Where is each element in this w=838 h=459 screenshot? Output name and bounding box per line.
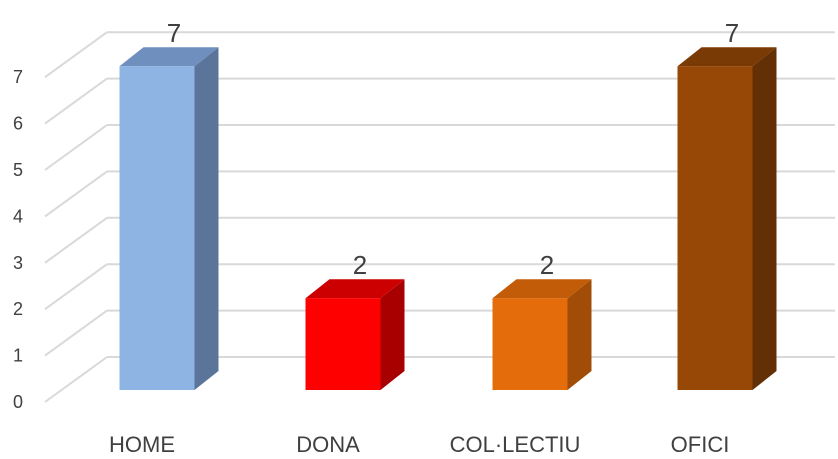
bar-top: [677, 47, 777, 67]
gridline-diagonal: [44, 124, 108, 171]
y-tick-label: 2: [13, 299, 23, 319]
gridline-diagonal: [44, 31, 108, 79]
bar-dona: [305, 279, 405, 390]
bar-top: [305, 279, 405, 299]
bar-home: [119, 47, 219, 390]
x-category-label: DONA: [296, 432, 360, 457]
bar-side: [567, 279, 592, 390]
gridline-diagonal: [44, 170, 108, 218]
x-category-label: COL·LECTIU: [450, 432, 581, 457]
x-axis-categories: HOME DONA COL·LECTIU OFICI: [109, 432, 729, 457]
bar-front: [305, 298, 381, 390]
gridline-diagonal: [44, 263, 108, 311]
y-tick-label: 0: [13, 392, 23, 412]
data-label: 2: [540, 250, 554, 280]
bar-front: [677, 66, 753, 390]
gridline-diagonal: [44, 77, 108, 125]
bar-front: [492, 298, 568, 390]
data-labels: 7 2 2 7: [167, 18, 739, 280]
y-tick-label: 5: [13, 160, 23, 180]
x-category-label: OFICI: [671, 432, 730, 457]
data-label: 7: [167, 18, 181, 48]
data-label: 7: [725, 18, 739, 48]
bar-top: [492, 279, 592, 299]
gridline-diagonal: [44, 216, 108, 264]
y-axis-ticks: 0 1 2 3 4 5 6 7: [13, 67, 23, 412]
bar-side: [380, 279, 405, 390]
bar-side: [752, 47, 777, 390]
y-tick-label: 1: [13, 346, 23, 366]
x-category-label: HOME: [109, 432, 175, 457]
bar-col·lectiu: [492, 279, 592, 390]
data-label: 2: [353, 250, 367, 280]
y-tick-label: 4: [13, 206, 23, 226]
bar-front: [119, 66, 195, 390]
bar-ofici: [677, 47, 777, 390]
gridline-diagonal: [44, 309, 108, 357]
bar-side: [194, 47, 219, 390]
bars: [119, 47, 777, 390]
y-tick-label: 6: [13, 114, 23, 134]
bar-top: [119, 47, 219, 67]
gridline-diagonal: [44, 356, 108, 403]
y-tick-label: 3: [13, 253, 23, 273]
y-tick-label: 7: [13, 67, 23, 87]
